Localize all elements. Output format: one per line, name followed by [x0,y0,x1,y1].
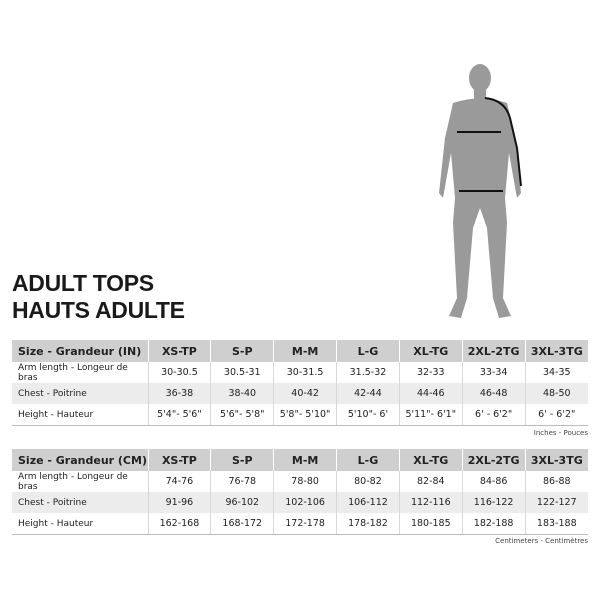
table-row: Chest - Poitrine 91-96 96-102 102-106 106-11… [12,492,588,513]
column-header: 2XL-2TG [462,449,526,471]
table-cell: 182-188 [462,513,526,535]
table-cell: 76-78 [210,471,275,492]
table-cell: 30-30.5 [148,362,212,383]
header-size: Size - Grandeur (IN) [12,340,149,362]
table-cell: 183-188 [525,513,588,535]
table-cell: 5'10"- 6' [336,404,400,426]
table-row: Height - Hauteur 162-168 168-172 172-178 178… [12,513,588,535]
table-cell: 42-44 [336,383,400,404]
table-cell: 80-82 [336,471,400,492]
table-cell: 46-48 [462,383,526,404]
table-cell: 82-84 [399,471,463,492]
table-cell: 5'8"- 5'10" [273,404,338,426]
column-header: XL-TG [399,340,463,362]
column-header: S-P [210,340,275,362]
table-cell: 40-42 [273,383,338,404]
table-cell: 5'4"- 5'6" [148,404,212,426]
table-cell: 6' - 6'2" [525,404,588,426]
row-label: Height - Hauteur [12,404,149,426]
size-table-inches: Size - Grandeur (IN) XS-TP S-P M-M L-G XL-TG 2… [12,340,588,426]
table-cell: 5'11"- 6'1" [399,404,463,426]
table-cell: 180-185 [399,513,463,535]
page-title: ADULT TOPS HAUTS ADULTE [12,270,185,324]
table-cell: 116-122 [462,492,526,513]
column-header: M-M [273,449,338,471]
table-cell: 178-182 [336,513,400,535]
table-cell: 91-96 [148,492,212,513]
column-header: 2XL-2TG [462,340,526,362]
table-cell: 5'6"- 5'8" [210,404,275,426]
table-cell: 106-112 [336,492,400,513]
table-cell: 32-33 [399,362,463,383]
size-table-cm: Size - Grandeur (CM) XS-TP S-P M-M L-G XL-TG 2… [12,449,588,535]
table-cell: 38-40 [210,383,275,404]
units-note-cm: Centimeters - Centimètres [495,537,588,545]
column-header: 3XL-3TG [525,340,588,362]
title-en: ADULT TOPS [12,270,154,296]
table-cell: 34-35 [542,367,571,378]
column-header: M-M [273,340,338,362]
table-cell: 86-88 [542,476,571,487]
table-cell: 30-31.5 [273,362,338,383]
table-cell: 6' - 6'2" [462,404,526,426]
row-label: Height - Hauteur [12,513,149,535]
column-header: S-P [210,449,275,471]
table-cell: 102-106 [273,492,338,513]
table-cell: 172-178 [273,513,338,535]
table-cell: 31.5-32 [336,362,400,383]
table-cell: 96-102 [210,492,275,513]
row-label: Chest - Poitrine [12,492,149,513]
table-cell: 168-172 [210,513,275,535]
table-row: Arm length - Longeur de bras 74-76 76-78 78… [12,471,588,492]
table-cell: 48-50 [525,383,588,404]
column-header: 3XL-3TG [525,449,588,471]
table-row: Chest - Poitrine 36-38 38-40 40-42 42-44 44-4… [12,383,588,404]
body-measurement-figure [439,64,522,318]
table-cell: 112-116 [399,492,463,513]
table-row: Arm length - Longeur de bras 30-30.5 30.5-… [12,362,588,383]
table-cell: 33-34 [462,362,526,383]
column-header: XL-TG [399,449,463,471]
table-cell: 30.5-31 [210,362,275,383]
row-label: Chest - Poitrine [12,383,149,404]
row-label: Arm length - Longeur de bras [12,471,149,492]
row-label: Arm length - Longeur de bras [12,362,149,383]
table-cell: 74-76 [148,471,212,492]
units-note-inches: Inches - Pouces [533,429,588,437]
table-cell: 162-168 [148,513,212,535]
column-header: L-G [336,449,400,471]
table-cell: 84-86 [462,471,526,492]
table-cell: 36-38 [148,383,212,404]
table-cell: 44-46 [399,383,463,404]
table-cell: 122-127 [525,492,588,513]
table-cell: 78-80 [273,471,338,492]
title-fr: HAUTS ADULTE [12,297,185,323]
table-row: Height - Hauteur 5'4"- 5'6" 5'6"- 5'8" 5'8"… [12,404,588,426]
column-header: XS-TP [148,340,212,362]
column-header: XS-TP [148,449,212,471]
header-size: Size - Grandeur (CM) [12,449,149,471]
column-header: L-G [336,340,400,362]
